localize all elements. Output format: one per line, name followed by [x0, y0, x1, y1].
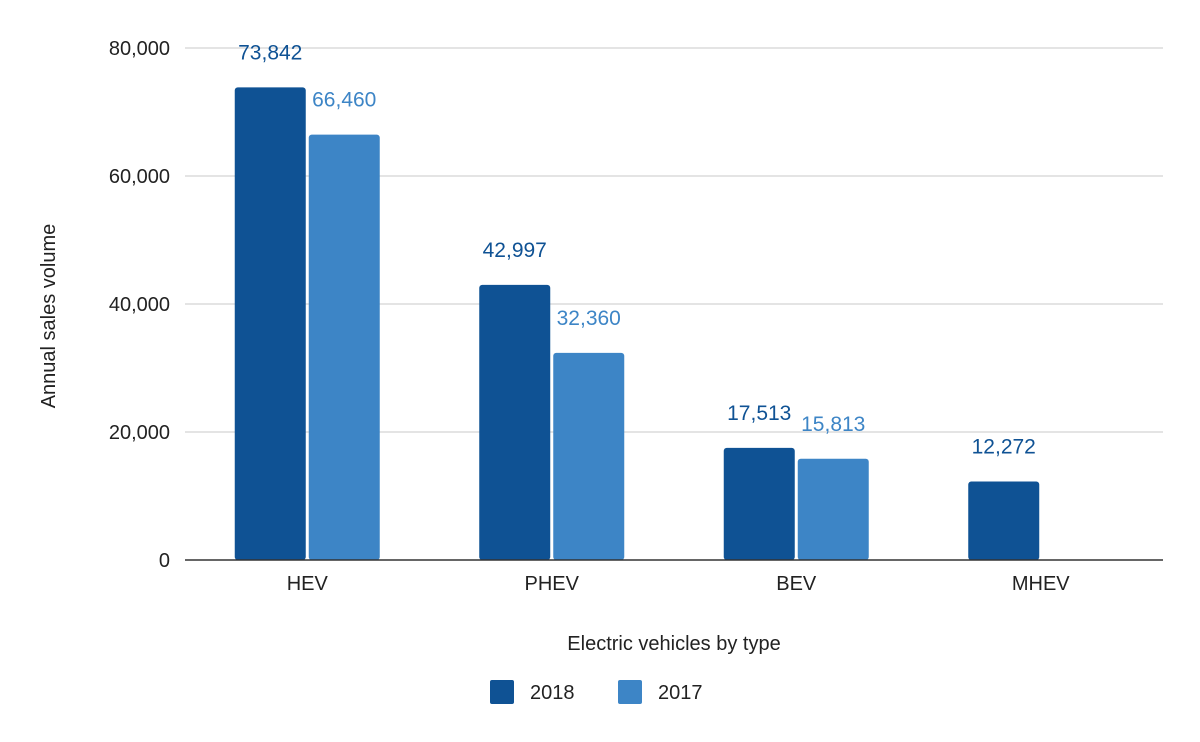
y-axis-title: Annual sales volume: [38, 224, 60, 409]
x-axis-ticks: HEV PHEV BEV MHEV: [287, 573, 1071, 595]
y-tick-label: 40,000: [109, 294, 170, 316]
x-axis-title: Electric vehicles by type: [567, 633, 780, 655]
legend-label-2018: 2018: [530, 682, 575, 704]
bar-2017-BEV: [797, 458, 869, 560]
data-label-2018-HEV: 73,842: [238, 41, 302, 64]
bar-2017-HEV: [308, 134, 380, 560]
bar-2017-PHEV: [553, 352, 625, 560]
y-tick-label: 60,000: [109, 166, 170, 188]
data-label-2017-PHEV: 32,360: [557, 307, 621, 330]
y-axis-ticks: 0 20,000 40,000 60,000 80,000: [109, 38, 170, 572]
data-label-2018-PHEV: 42,997: [483, 239, 547, 262]
bar-2018-MHEV: [968, 481, 1040, 560]
legend-swatch-2018: [490, 680, 514, 704]
data-label-2018-MHEV: 12,272: [972, 435, 1036, 458]
y-tick-label: 20,000: [109, 422, 170, 444]
bar-2018-PHEV: [479, 284, 551, 560]
y-tick-label: 80,000: [109, 38, 170, 60]
data-label-2018-BEV: 17,513: [727, 402, 791, 425]
bar-2018-HEV: [234, 87, 306, 561]
data-label-2017-HEV: 66,460: [312, 89, 376, 112]
legend-label-2017: 2017: [658, 682, 703, 704]
x-tick-label: MHEV: [1012, 573, 1070, 595]
x-tick-label: PHEV: [525, 573, 580, 595]
data-labels: 73,842 66,460 42,997 32,360 17,513 15,813 12,2…: [238, 41, 1036, 458]
legend-swatch-2017: [618, 680, 642, 704]
y-tick-label: 0: [159, 550, 170, 572]
bar-2018-BEV: [723, 447, 795, 560]
x-tick-label: HEV: [287, 573, 329, 595]
x-tick-label: BEV: [776, 573, 817, 595]
legend: 2018 2017: [490, 680, 703, 704]
bars: [234, 87, 1040, 561]
data-label-2017-BEV: 15,813: [801, 413, 865, 436]
